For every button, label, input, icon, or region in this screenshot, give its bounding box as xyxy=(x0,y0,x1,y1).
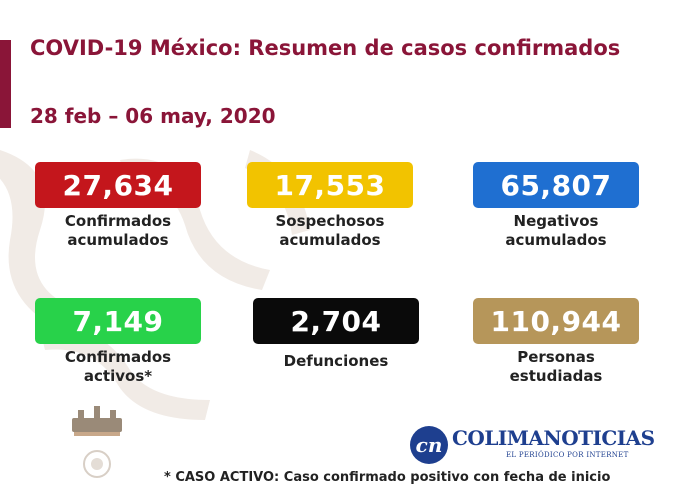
negativos-label-line1: Negativos xyxy=(513,212,599,230)
confirmados-value: 27,634 xyxy=(35,162,201,208)
defunciones-value: 2,704 xyxy=(253,298,419,344)
accent-bar xyxy=(0,40,11,128)
stat-activos: 7,149 Confirmados activos* xyxy=(28,298,208,386)
stat-estudiadas: 110,944 Personas estudiadas xyxy=(466,298,646,386)
activos-label-line2: activos* xyxy=(83,367,153,385)
stat-defunciones: 2,704 Defunciones xyxy=(246,298,426,371)
stat-negativos: 65,807 Negativos acumulados xyxy=(466,162,646,250)
activos-value: 7,149 xyxy=(35,298,201,344)
date-range: 28 feb – 06 may, 2020 xyxy=(30,104,276,128)
defunciones-label: Defunciones xyxy=(246,352,426,371)
defunciones-label-line1: Defunciones xyxy=(283,352,389,370)
activos-label-line1: Confirmados xyxy=(64,348,172,366)
sospechosos-label-line2: acumulados xyxy=(279,231,381,249)
brand-tagline: EL PERIÓDICO POR INTERNET xyxy=(506,451,629,459)
sospechosos-label-line1: Sospechosos xyxy=(275,212,385,230)
estudiadas-label-line2: estudiadas xyxy=(509,367,603,385)
confirmados-label: Confirmados acumulados xyxy=(28,212,208,250)
estudiadas-label-line1: Personas xyxy=(517,348,595,366)
estudiadas-value: 110,944 xyxy=(473,298,639,344)
government-emblem-icon xyxy=(72,406,122,478)
footnote: * CASO ACTIVO: Caso confirmado positivo … xyxy=(164,470,611,485)
sospechosos-value: 17,553 xyxy=(247,162,413,208)
confirmados-label-line1: Confirmados xyxy=(64,212,172,230)
stat-sospechosos: 17,553 Sospechosos acumulados xyxy=(240,162,420,250)
negativos-value: 65,807 xyxy=(473,162,639,208)
activos-label: Confirmados activos* xyxy=(28,348,208,386)
negativos-label: Negativos acumulados xyxy=(466,212,646,250)
sospechosos-label: Sospechosos acumulados xyxy=(240,212,420,250)
estudiadas-label: Personas estudiadas xyxy=(466,348,646,386)
negativos-label-line2: acumulados xyxy=(505,231,607,249)
confirmados-label-line2: acumulados xyxy=(67,231,169,249)
colimanoticias-logo-icon: cn xyxy=(410,426,448,464)
stat-confirmados: 27,634 Confirmados acumulados xyxy=(28,162,208,250)
colimanoticias-logo: cn COLIMANOTICIAS EL PERIÓDICO POR INTER… xyxy=(410,424,660,466)
page-title: COVID-19 México: Resumen de casos confir… xyxy=(30,36,621,60)
brand-name: COLIMANOTICIAS xyxy=(452,426,655,450)
